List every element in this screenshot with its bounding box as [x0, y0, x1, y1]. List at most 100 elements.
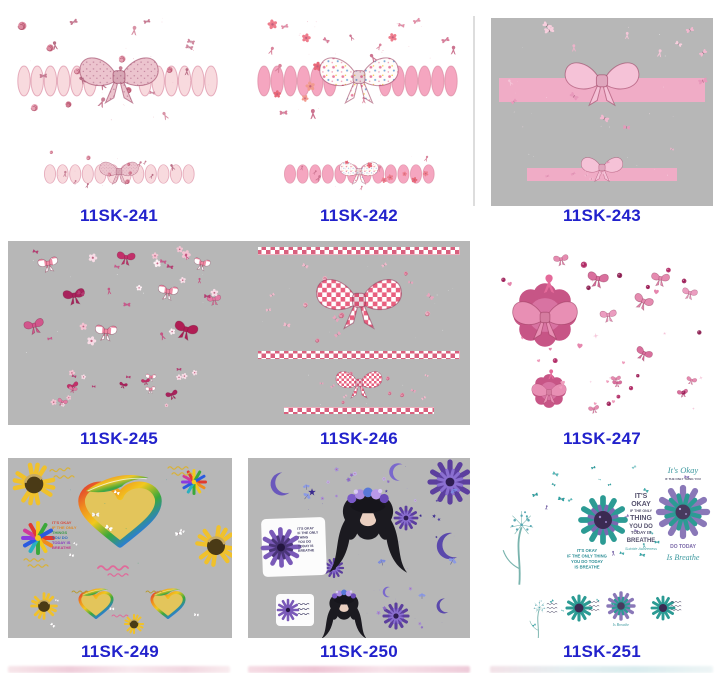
purple-flower-burst-icon: [430, 462, 470, 502]
product-image-243[interactable]: [491, 18, 713, 206]
svg-text:THING: THING: [630, 515, 652, 522]
sunflower-icon-small: [123, 613, 145, 635]
product-card-249[interactable]: IT'S OKAY IF THE ONLY THINGS YOU DO TODA…: [8, 458, 232, 638]
svg-text:YOU DO TODAY: YOU DO TODAY: [571, 559, 603, 564]
product-code-246[interactable]: 11SK-246: [319, 429, 398, 448]
product-code-245[interactable]: 11SK-245: [79, 429, 158, 448]
artwork-purple-celestial-girl-wrap: IT'S OKAY IF THE ONLY THING YOU DO TODAY…: [248, 458, 470, 638]
product-image-245[interactable]: [8, 241, 230, 425]
svg-text:IT'S OKAY: IT'S OKAY: [577, 548, 598, 553]
gingham-bow-icon: [316, 278, 402, 329]
product-card-242[interactable]: [248, 10, 470, 205]
product-card-251[interactable]: IT'S OKAY IF THE ONLY THING YOU DO TODAY…: [491, 458, 713, 638]
girl-portrait-icon-small: [321, 589, 367, 638]
artwork-rainbow-heart-sunflower-wrap: IT'S OKAY IF THE ONLY THINGS YOU DO TODA…: [8, 458, 232, 635]
star-icon: [308, 488, 316, 496]
svg-text:BREATHE: BREATHE: [52, 545, 71, 550]
artwork-teal-suicide-awareness-wrap: IT'S OKAY IF THE ONLY THING YOU DO TODAY…: [502, 464, 713, 638]
bows-cluster: [22, 251, 222, 343]
gray-join: [230, 241, 248, 425]
svg-text:IT'S OKAY: IT'S OKAY: [52, 520, 72, 525]
svg-text:YOU DO: YOU DO: [298, 540, 312, 544]
product-code-249[interactable]: 11SK-249: [80, 642, 159, 661]
sunflower-icon: [11, 461, 57, 507]
image-divider-line: [473, 16, 475, 206]
svg-text:IT'S OKAY: IT'S OKAY: [297, 526, 314, 531]
svg-text:Suicide Awareness: Suicide Awareness: [625, 547, 657, 551]
next-row-preview: [490, 666, 713, 673]
product-image-250[interactable]: IT'S OKAY IF THE ONLY THING YOU DO TODAY…: [248, 458, 470, 638]
checker-border-top: [258, 247, 460, 255]
dandelion-icon: [502, 510, 535, 586]
checker-border-strip: [284, 407, 434, 414]
moon-icon: [434, 532, 458, 562]
next-row-preview: [248, 666, 470, 673]
bow-icon: [552, 254, 570, 267]
bow-icon-small: [339, 161, 379, 185]
product-card-246[interactable]: [248, 241, 470, 425]
rainbow-flower-icon: [181, 469, 207, 495]
svg-text:THING: THING: [298, 535, 309, 539]
girl-portrait-icon: [328, 487, 408, 573]
svg-text:IF THE ONLY THING: IF THE ONLY THING: [567, 554, 607, 559]
svg-text:IF THE ONLY: IF THE ONLY: [630, 509, 653, 513]
dandelion-icon-small: [529, 599, 546, 638]
do-today-text: DO TODAY: [670, 544, 697, 550]
artwork-coquette-bows-gems-wrap: [500, 254, 704, 415]
product-image-241[interactable]: [8, 10, 230, 205]
svg-text:IF THE ONLY: IF THE ONLY: [52, 525, 77, 530]
purple-aster-icon: [659, 488, 707, 536]
svg-text:BREATHE: BREATHE: [298, 548, 315, 553]
svg-text:TODAY IS: TODAY IS: [52, 540, 71, 545]
product-code-247[interactable]: 11SK-247: [562, 429, 641, 448]
product-code-242[interactable]: 11SK-242: [319, 206, 398, 225]
product-card-247[interactable]: [491, 241, 713, 425]
is-breathe-text: Is Breathe: [666, 553, 700, 562]
script-its-okay: It's Okay: [667, 465, 699, 475]
product-image-249[interactable]: IT'S OKAY IF THE ONLY THINGS YOU DO TODA…: [8, 458, 232, 638]
product-image-247[interactable]: [491, 241, 713, 425]
svg-text:IF THE ONLY: IF THE ONLY: [297, 531, 319, 536]
product-card-250[interactable]: IT'S OKAY IF THE ONLY THING YOU DO TODAY…: [248, 458, 470, 638]
svg-text:OKAY: OKAY: [631, 501, 651, 508]
svg-text:IT'S: IT'S: [635, 493, 648, 500]
teal-sunflower-icon: [581, 498, 625, 542]
svg-text:TODAY IS: TODAY IS: [631, 530, 651, 535]
svg-text:TODAY IS: TODAY IS: [298, 544, 314, 549]
product-image-242[interactable]: [248, 10, 470, 205]
svg-text:YOU DO: YOU DO: [52, 535, 68, 540]
ruffled-bow-icon: [513, 274, 578, 346]
text-stack: IT'S OKAY IF THE ONLY THING YOU DO TODAY…: [625, 493, 657, 551]
sunflower-icon-small: [30, 592, 58, 620]
sunflower-icon: [195, 525, 232, 568]
svg-text:THINGS: THINGS: [52, 530, 67, 535]
product-card-241[interactable]: [8, 10, 230, 205]
ribbon-band-small: [527, 168, 677, 181]
product-card-243[interactable]: [491, 18, 713, 206]
gingham-bow-icon-small: [335, 371, 383, 399]
product-image-251[interactable]: IT'S OKAY IF THE ONLY THING YOU DO TODAY…: [491, 458, 713, 638]
rainbow-flower-icon: [21, 521, 55, 555]
moon-icon: [387, 461, 403, 482]
next-row-preview: [8, 666, 230, 673]
moon-icon: [267, 471, 290, 499]
product-code-251[interactable]: 11SK-251: [562, 642, 641, 661]
product-code-250[interactable]: 11SK-250: [319, 642, 398, 661]
svg-text:Is Breathe: Is Breathe: [612, 622, 630, 627]
caps-line: IF THE ONLY THING YOU: [665, 477, 701, 481]
product-code-243[interactable]: 11SK-243: [562, 206, 641, 225]
product-card-245[interactable]: [8, 241, 230, 425]
artwork-gingham-bow-wrap: [258, 247, 460, 414]
svg-text:YOU DO: YOU DO: [629, 524, 653, 530]
quote-card: IT'S OKAY IF THE ONLY THING YOU DO TODAY…: [261, 517, 327, 577]
product-code-241[interactable]: 11SK-241: [79, 206, 158, 225]
checker-border-bottom: [258, 351, 460, 359]
product-image-246[interactable]: [248, 241, 470, 425]
svg-text:BREATHE: BREATHE: [627, 538, 656, 544]
rainbow-heart-icon: [82, 475, 159, 544]
bow-icon-small: [99, 161, 139, 185]
rainbow-text-block: IT'S OKAY IF THE ONLY THINGS YOU DO TODA…: [52, 520, 77, 550]
svg-text:IS BREATHE: IS BREATHE: [574, 565, 599, 570]
artwork-floral-bow-lace-wrap: [257, 17, 458, 191]
